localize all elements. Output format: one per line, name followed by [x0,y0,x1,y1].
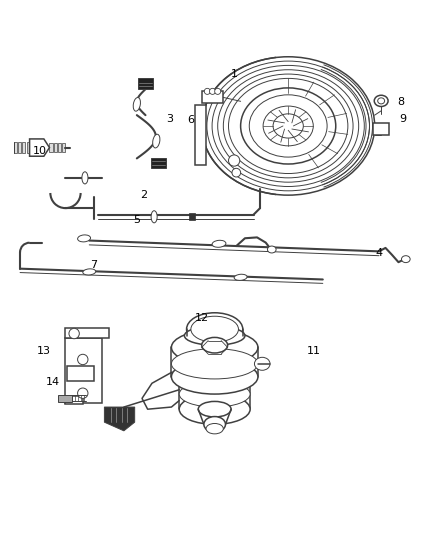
Ellipse shape [69,328,79,338]
Text: 3: 3 [166,115,173,125]
Text: 1: 1 [231,69,238,79]
Polygon shape [66,328,109,338]
Text: 11: 11 [307,346,321,356]
Text: 4: 4 [375,248,382,257]
Text: 12: 12 [194,313,209,324]
Text: 7: 7 [90,260,97,270]
Ellipse shape [273,114,304,138]
Text: 2: 2 [140,190,147,200]
Ellipse shape [191,316,238,342]
Ellipse shape [171,330,258,365]
Ellipse shape [202,56,374,195]
Ellipse shape [263,106,313,146]
Polygon shape [189,213,195,220]
Ellipse shape [198,401,231,417]
Text: 14: 14 [46,377,60,387]
Ellipse shape [78,388,88,398]
Ellipse shape [268,246,276,253]
Ellipse shape [254,357,270,370]
Polygon shape [195,105,206,165]
Ellipse shape [204,88,210,94]
Ellipse shape [218,70,359,182]
Ellipse shape [240,88,336,164]
Polygon shape [54,143,57,152]
Ellipse shape [212,240,226,247]
Polygon shape [58,143,61,152]
Ellipse shape [229,155,240,166]
Ellipse shape [78,235,91,242]
Ellipse shape [209,88,215,94]
Ellipse shape [402,256,410,263]
Ellipse shape [179,381,250,407]
Ellipse shape [215,88,221,94]
Text: 5: 5 [133,215,140,225]
Ellipse shape [202,337,228,353]
Polygon shape [18,142,21,153]
Text: 6: 6 [187,115,194,125]
Polygon shape [151,158,166,168]
Polygon shape [58,395,72,402]
Ellipse shape [249,95,327,157]
Text: 13: 13 [37,346,51,356]
Polygon shape [202,91,223,103]
Ellipse shape [82,172,88,184]
Polygon shape [104,407,134,431]
Ellipse shape [229,78,348,174]
Ellipse shape [184,326,245,345]
Ellipse shape [83,269,96,275]
Ellipse shape [133,98,141,111]
Ellipse shape [232,168,240,177]
Ellipse shape [78,354,88,365]
Ellipse shape [374,95,388,107]
Polygon shape [373,123,389,135]
Polygon shape [67,366,94,381]
Polygon shape [27,142,30,153]
Ellipse shape [206,424,223,434]
Text: 8: 8 [397,97,404,107]
Ellipse shape [207,61,370,191]
Polygon shape [49,143,53,152]
Ellipse shape [171,359,258,394]
Polygon shape [66,338,102,403]
Text: 10: 10 [32,146,46,156]
Ellipse shape [179,394,250,424]
Ellipse shape [223,74,353,178]
Ellipse shape [171,349,258,379]
Polygon shape [63,143,66,152]
Polygon shape [22,142,25,153]
Ellipse shape [153,134,160,148]
Polygon shape [30,139,49,156]
Ellipse shape [151,211,157,223]
Ellipse shape [212,66,364,187]
Polygon shape [31,142,34,153]
Polygon shape [138,78,153,89]
Ellipse shape [234,274,247,280]
Polygon shape [66,396,83,403]
Polygon shape [14,142,17,153]
Ellipse shape [187,313,243,345]
Ellipse shape [204,417,226,432]
Ellipse shape [179,361,250,392]
Text: 9: 9 [399,115,406,125]
